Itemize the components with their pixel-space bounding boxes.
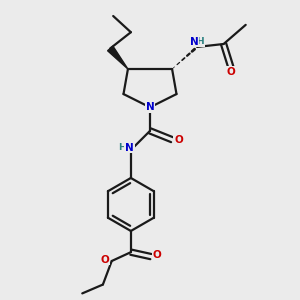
Text: N: N (146, 102, 154, 112)
Text: O: O (174, 135, 183, 145)
Text: O: O (101, 254, 110, 265)
Text: N: N (190, 37, 199, 46)
Text: N: N (125, 142, 134, 153)
Text: O: O (153, 250, 162, 260)
Text: H: H (118, 143, 126, 152)
Text: H: H (196, 37, 204, 46)
Polygon shape (108, 46, 128, 69)
Text: O: O (226, 67, 235, 77)
